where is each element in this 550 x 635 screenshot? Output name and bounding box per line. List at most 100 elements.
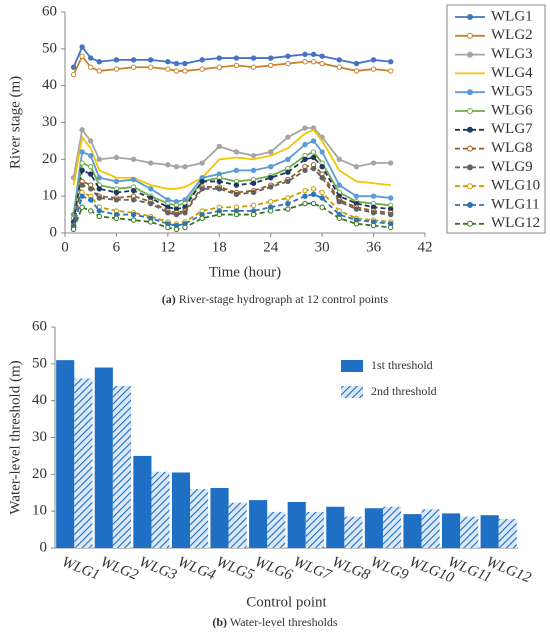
caption: (a) River-stage hydrograph at 12 control… — [162, 292, 389, 306]
series-marker — [148, 57, 154, 63]
series-marker — [250, 55, 257, 61]
x-tick-label: WLG7 — [291, 554, 335, 584]
series-marker — [113, 215, 120, 221]
series-marker — [268, 184, 274, 190]
series-marker — [88, 164, 94, 170]
series-marker — [216, 143, 222, 150]
legend-marker — [467, 51, 473, 58]
legend-label: WLG3 — [491, 46, 533, 62]
y-axis-title: Water-level threshold (m) — [7, 360, 23, 514]
series-marker — [285, 178, 291, 185]
series-marker — [165, 59, 171, 65]
legend-marker — [467, 126, 473, 133]
series-marker — [353, 164, 360, 170]
legend-label: WLG2 — [491, 27, 533, 43]
series-marker — [370, 222, 377, 229]
series-marker — [370, 66, 377, 72]
series-marker — [173, 68, 180, 74]
series-marker — [268, 175, 274, 181]
bar — [498, 518, 517, 548]
series-marker — [310, 138, 317, 144]
series-marker — [148, 186, 154, 192]
series-marker — [79, 204, 85, 210]
series-marker — [130, 156, 137, 163]
bar — [441, 513, 461, 548]
x-axis-title: Control point — [246, 594, 327, 610]
series-marker — [268, 62, 274, 69]
series-marker — [310, 154, 317, 161]
series-marker — [173, 60, 180, 67]
series-marker — [233, 149, 240, 155]
series-marker — [353, 60, 360, 67]
series-marker — [302, 187, 308, 194]
series-marker — [310, 165, 317, 172]
series-marker — [216, 64, 222, 70]
y-tick-label: 40 — [42, 77, 57, 93]
series-marker — [353, 193, 360, 199]
series-marker — [88, 171, 94, 177]
x-tick-label: WLG2 — [98, 554, 141, 584]
series-marker — [182, 224, 188, 231]
series-marker — [130, 187, 137, 194]
series-marker — [79, 44, 85, 50]
y-tick-label: 50 — [32, 355, 47, 371]
y-tick-label: 60 — [32, 318, 47, 334]
series-marker — [319, 53, 325, 59]
x-tick-label: WLG12 — [484, 554, 534, 587]
legend-marker — [467, 183, 473, 190]
series-marker — [353, 221, 360, 227]
series-marker — [319, 164, 325, 170]
series-marker — [285, 156, 291, 163]
series-marker — [70, 64, 77, 70]
series-marker — [336, 57, 342, 63]
series-marker — [88, 138, 94, 144]
series-marker — [285, 60, 291, 67]
x-tick-label: WLG4 — [175, 554, 218, 584]
series-marker — [319, 175, 325, 181]
series-marker — [310, 51, 317, 58]
series-marker — [130, 197, 137, 203]
series-marker — [96, 208, 102, 214]
series-marker — [310, 149, 317, 155]
bar — [287, 501, 306, 548]
series-marker — [199, 186, 205, 192]
series-marker — [370, 57, 377, 63]
series-marker — [268, 164, 274, 170]
bar — [364, 508, 383, 548]
series-marker — [79, 167, 85, 174]
x-tick-label: 6 — [113, 239, 121, 255]
series-marker — [113, 57, 120, 63]
series-line — [72, 167, 391, 226]
series-marker — [148, 64, 154, 70]
series-marker — [96, 213, 102, 220]
series-marker — [88, 208, 94, 214]
series-marker — [199, 160, 205, 166]
series-line — [72, 128, 391, 190]
bar — [480, 515, 499, 548]
series-marker — [319, 60, 325, 67]
series-line — [72, 45, 391, 68]
series-marker — [388, 59, 394, 65]
bar — [190, 489, 209, 548]
series-marker — [88, 152, 94, 159]
x-tick-label: WLG1 — [60, 554, 102, 584]
y-tick-label: 60 — [42, 3, 57, 19]
x-tick-label: 36 — [366, 239, 382, 255]
series-marker — [79, 160, 85, 166]
bar — [210, 487, 229, 548]
caption-text: Water-level thresholds — [230, 615, 338, 629]
caption: (b) Water-level thresholds — [212, 615, 338, 629]
series-marker — [148, 200, 154, 207]
series-marker — [130, 217, 137, 223]
series-marker — [285, 195, 291, 201]
legend-label: WLG5 — [491, 84, 533, 100]
series-marker — [302, 167, 308, 174]
series-line — [72, 54, 391, 75]
bar — [74, 378, 93, 548]
series-marker — [148, 219, 154, 225]
series-marker — [182, 164, 188, 170]
series-marker — [148, 160, 154, 166]
series-marker — [233, 55, 240, 61]
series-marker — [268, 208, 274, 214]
